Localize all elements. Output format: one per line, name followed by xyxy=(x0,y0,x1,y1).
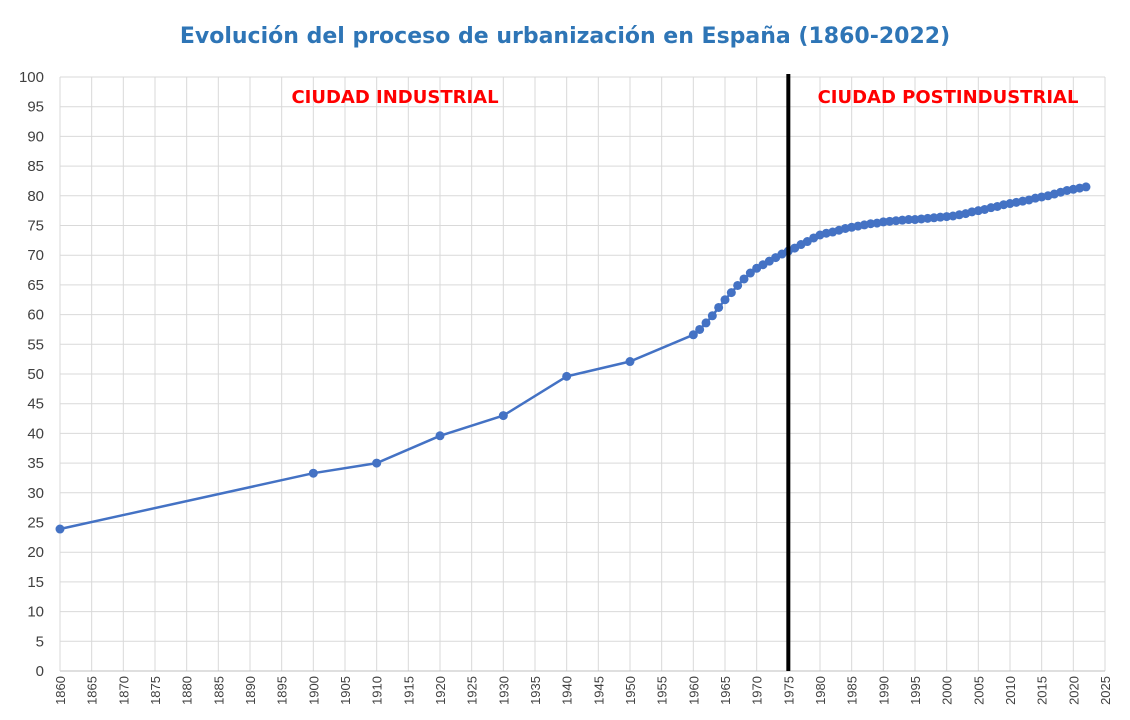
data-point-1900 xyxy=(308,468,318,478)
y-tick-label-60: 60 xyxy=(27,307,44,324)
y-tick-label-65: 65 xyxy=(27,277,44,294)
x-tick-label-1950: 1950 xyxy=(623,676,638,705)
y-tick-label-20: 20 xyxy=(27,544,44,561)
data-point-1930 xyxy=(498,411,508,421)
y-tick-label-70: 70 xyxy=(27,247,44,264)
y-tick-label-100: 100 xyxy=(19,69,44,86)
data-point-1961 xyxy=(695,324,705,334)
x-tick-label-1985: 1985 xyxy=(845,676,860,705)
x-tick-label-1885: 1885 xyxy=(211,676,226,705)
data-point-2022 xyxy=(1081,182,1091,192)
x-tick-label-2010: 2010 xyxy=(1003,676,1018,705)
x-tick-label-2025: 2025 xyxy=(1098,676,1113,705)
x-tick-label-1910: 1910 xyxy=(370,676,385,705)
data-point-1969 xyxy=(745,268,755,278)
y-tick-label-55: 55 xyxy=(27,336,44,353)
x-tick-label-2005: 2005 xyxy=(971,676,986,705)
x-tick-label-2020: 2020 xyxy=(1066,676,1081,705)
data-point-1966 xyxy=(726,288,736,298)
y-tick-label-30: 30 xyxy=(27,485,44,502)
x-tick-label-1955: 1955 xyxy=(655,676,670,705)
x-tick-label-1865: 1865 xyxy=(85,676,100,705)
chart-title: Evolución del proceso de urbanización en… xyxy=(180,24,950,49)
x-tick-label-1895: 1895 xyxy=(275,676,290,705)
axes xyxy=(59,77,1105,672)
x-tick-label-1995: 1995 xyxy=(908,676,923,705)
x-tick-label-1920: 1920 xyxy=(433,676,448,705)
data-point-1963 xyxy=(707,311,717,321)
x-tick-label-1935: 1935 xyxy=(528,676,543,705)
data-point-1965 xyxy=(720,295,730,305)
y-tick-label-90: 90 xyxy=(27,128,44,145)
x-tick-label-1890: 1890 xyxy=(243,676,258,705)
x-tick-label-1945: 1945 xyxy=(591,676,606,705)
x-tick-label-1860: 1860 xyxy=(53,676,68,705)
x-tick-label-1905: 1905 xyxy=(338,676,353,705)
x-tick-label-1975: 1975 xyxy=(781,676,796,705)
data-point-1910 xyxy=(372,458,382,468)
annotation-postindustrial: CIUDAD POSTINDUSTRIAL xyxy=(818,87,1079,108)
y-tick-label-35: 35 xyxy=(27,455,44,472)
annotation-industrial: CIUDAD INDUSTRIAL xyxy=(291,87,498,108)
x-tick-label-2000: 2000 xyxy=(940,676,955,705)
y-tick-label-10: 10 xyxy=(27,604,44,621)
y-tick-label-45: 45 xyxy=(27,396,44,413)
x-tick-label-1990: 1990 xyxy=(876,676,891,705)
data-point-1968 xyxy=(739,274,749,284)
y-tick-label-95: 95 xyxy=(27,99,44,116)
x-tick-label-1930: 1930 xyxy=(496,676,511,705)
y-tick-label-50: 50 xyxy=(27,366,44,383)
x-tick-label-1940: 1940 xyxy=(560,676,575,705)
x-tick-label-1970: 1970 xyxy=(750,676,765,705)
y-tick-label-15: 15 xyxy=(27,574,44,591)
series-urbanization xyxy=(55,182,1091,534)
data-point-1964 xyxy=(714,302,724,312)
y-tick-label-0: 0 xyxy=(36,663,44,680)
x-tick-label-1925: 1925 xyxy=(465,676,480,705)
y-tick-label-25: 25 xyxy=(27,515,44,532)
y-tick-label-5: 5 xyxy=(36,633,44,650)
data-point-1960 xyxy=(688,330,698,340)
x-tick-label-1915: 1915 xyxy=(401,676,416,705)
data-point-1940 xyxy=(562,371,572,381)
data-point-1920 xyxy=(435,431,445,441)
x-tick-label-1880: 1880 xyxy=(180,676,195,705)
data-point-1860 xyxy=(55,524,65,534)
x-tick-label-1965: 1965 xyxy=(718,676,733,705)
x-tick-labels: 1860 1865 1870 1875 1880 1885 1890 1895 1900 1905… xyxy=(53,676,1113,705)
y-tick-label-80: 80 xyxy=(27,188,44,205)
y-tick-label-85: 85 xyxy=(27,158,44,175)
data-point-1994 xyxy=(904,215,914,225)
x-tick-label-2015: 2015 xyxy=(1035,676,1050,705)
x-tick-label-1980: 1980 xyxy=(813,676,828,705)
y-tick-label-40: 40 xyxy=(27,425,44,442)
x-tick-label-1870: 1870 xyxy=(116,676,131,705)
y-tick-labels: 0 5 10 15 20 25 30 35 40 45 50 55 60 65 70 75 80 85 90 95 10… xyxy=(19,69,44,680)
grid-lines xyxy=(60,76,1106,671)
data-point-1950 xyxy=(625,357,635,367)
data-point-1962 xyxy=(701,318,711,328)
y-tick-label-75: 75 xyxy=(27,218,44,235)
x-tick-label-1960: 1960 xyxy=(686,676,701,705)
x-tick-label-1900: 1900 xyxy=(306,676,321,705)
x-tick-label-1875: 1875 xyxy=(148,676,163,705)
data-point-1967 xyxy=(733,280,743,290)
